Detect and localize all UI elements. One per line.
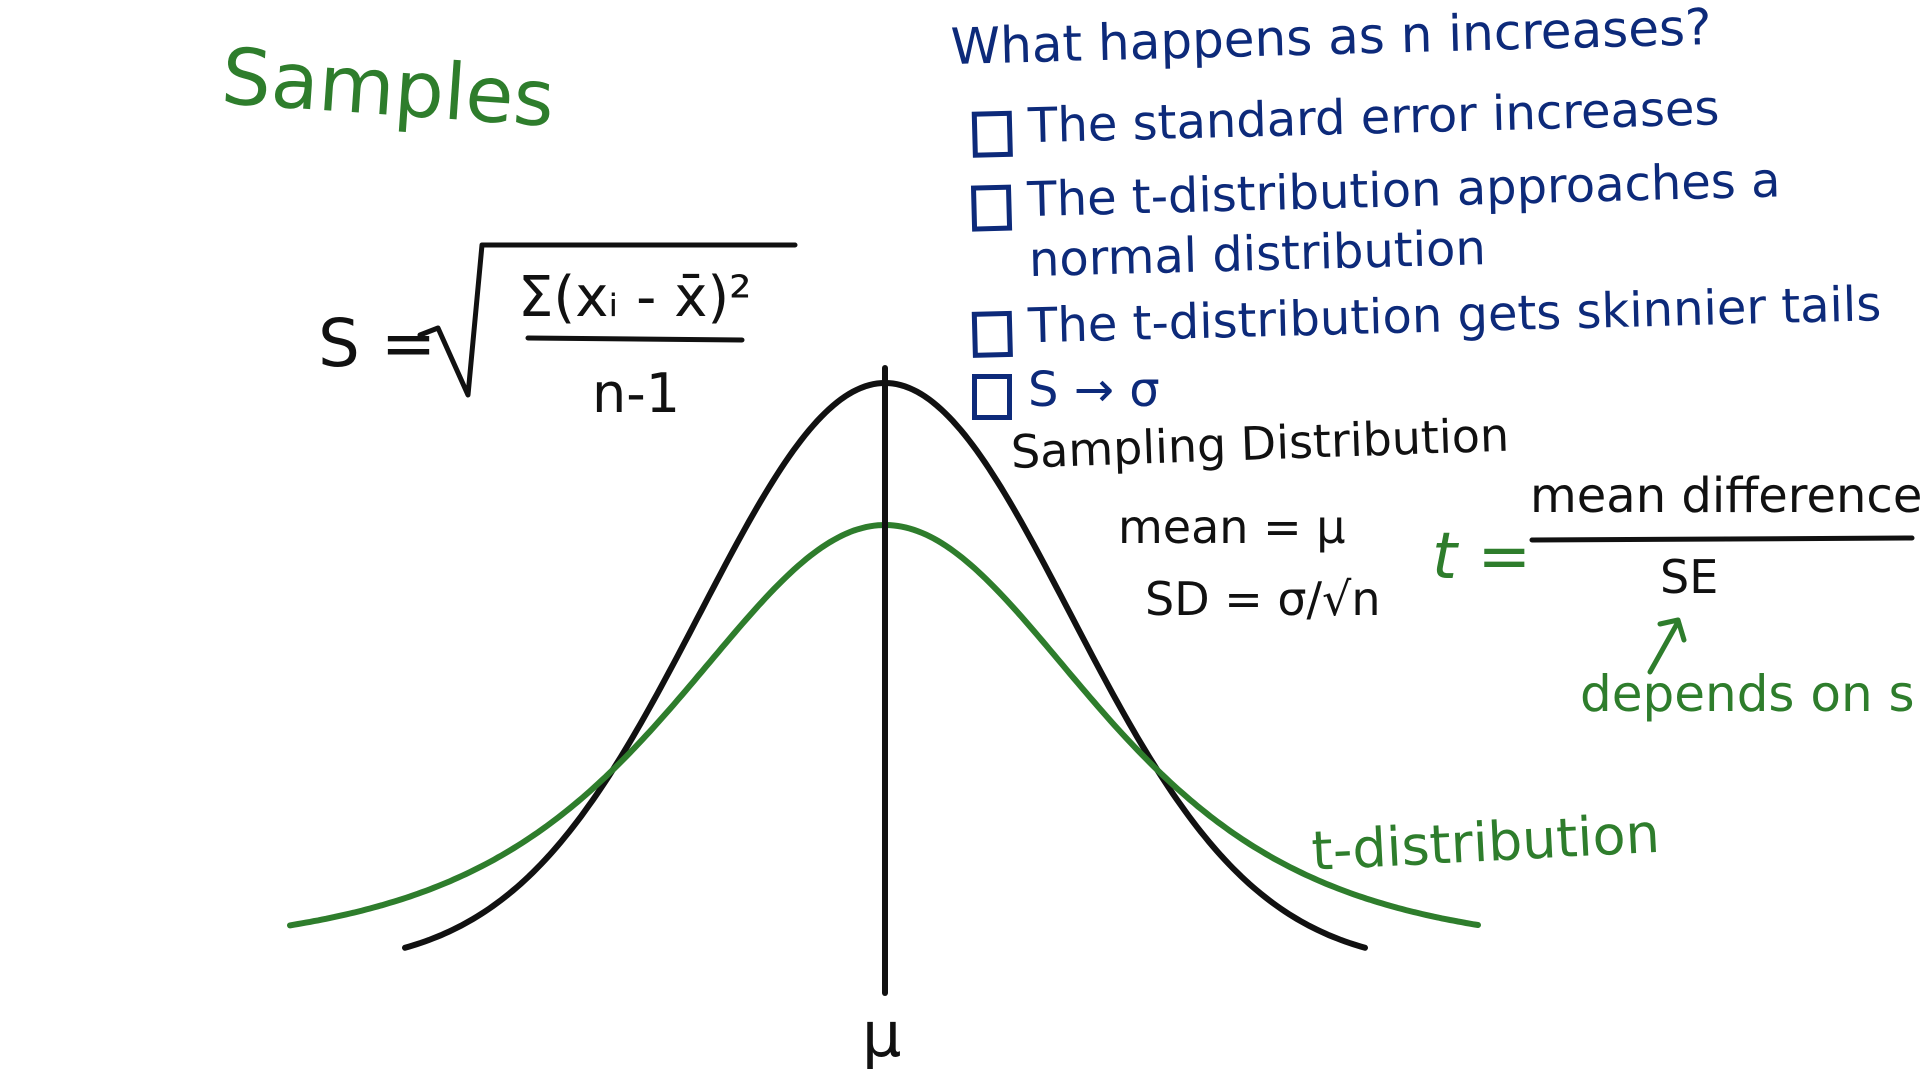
s-formula-lhs: S =	[318, 305, 437, 382]
checkbox-icon[interactable]	[971, 310, 1013, 358]
checkbox-icon[interactable]	[970, 184, 1013, 232]
s-formula-denominator: n-1	[592, 362, 681, 425]
radical-sign	[417, 242, 798, 398]
checkbox-icon[interactable]	[972, 374, 1012, 420]
option-label: S → σ	[1028, 362, 1160, 418]
option-s-to-sigma[interactable]: S → σ	[972, 360, 1160, 420]
t-formula-numerator: mean difference	[1530, 468, 1920, 524]
sampling-distribution-mean: mean = μ	[1118, 500, 1346, 554]
s-formula-numerator: Σ(xᵢ - x̄)²	[518, 265, 752, 330]
checkbox-icon[interactable]	[971, 110, 1013, 158]
depends-on-annotation: depends on s	[1580, 665, 1915, 723]
t-formula-denominator: SE	[1660, 550, 1719, 604]
option-label: The t-distribution approaches a normal d…	[1026, 152, 1782, 289]
sampling-distribution-sd: SD = σ/√n	[1145, 572, 1381, 626]
arrow-up-icon	[1647, 617, 1687, 675]
s-fraction-bar	[525, 335, 745, 343]
t-formula-lhs: t =	[1432, 520, 1532, 594]
t-fraction-bar	[1529, 535, 1915, 543]
option-approaches-normal[interactable]: The t-distribution approaches a normal d…	[970, 148, 1860, 291]
mu-axis-label: μ	[862, 998, 902, 1071]
